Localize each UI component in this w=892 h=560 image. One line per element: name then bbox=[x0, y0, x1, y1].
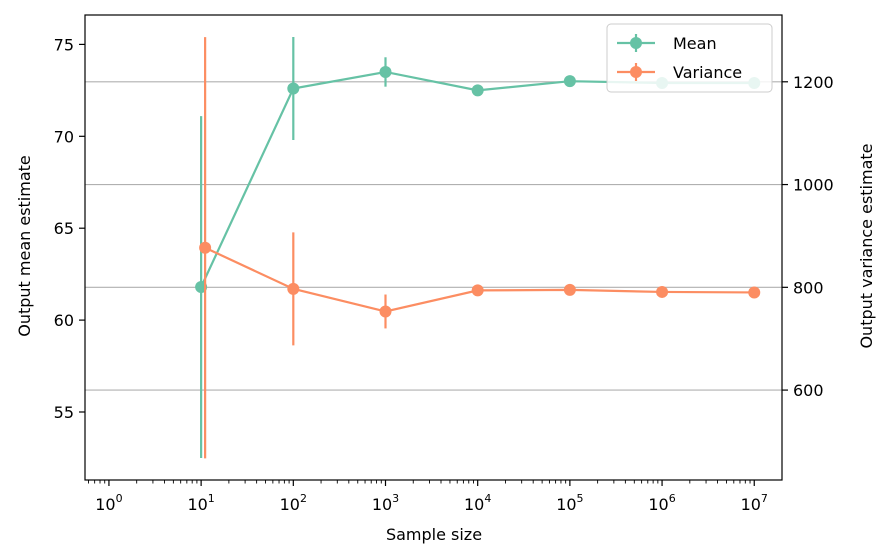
data-point bbox=[287, 82, 300, 95]
x-tick-label: 106 bbox=[648, 492, 675, 514]
legend: Mean Variance bbox=[606, 23, 773, 93]
data-point bbox=[563, 283, 576, 296]
x-tick-label: 101 bbox=[187, 492, 214, 514]
x-tick-label: 104 bbox=[464, 492, 491, 514]
y-right-tick-label: 1200 bbox=[793, 73, 834, 92]
data-point bbox=[471, 284, 484, 297]
plot-frame bbox=[84, 14, 783, 481]
series-mean bbox=[195, 37, 761, 458]
series-layer bbox=[195, 37, 761, 459]
x-tick-label: 105 bbox=[556, 492, 583, 514]
y-right-tick-label: 600 bbox=[793, 381, 824, 400]
legend-label: Mean bbox=[673, 34, 717, 53]
data-point bbox=[748, 286, 761, 299]
y-left-axis-label: Output mean estimate bbox=[15, 155, 34, 337]
y-left-axis: 55 60 65 70 75 bbox=[54, 35, 85, 422]
series-variance bbox=[199, 37, 761, 459]
x-axis: 100 101 102 103 104 105 106 107 bbox=[88, 480, 768, 514]
y-right-axis-label: Output variance estimate bbox=[857, 143, 876, 348]
data-point bbox=[379, 305, 392, 318]
data-point bbox=[287, 282, 300, 295]
y-left-tick-label: 75 bbox=[54, 35, 74, 54]
x-tick-label: 102 bbox=[280, 492, 307, 514]
y-right-axis: 600 800 1000 1200 bbox=[782, 73, 834, 400]
data-point bbox=[563, 75, 576, 88]
y-left-tick-label: 65 bbox=[54, 219, 74, 238]
series-line bbox=[204, 246, 755, 313]
y-left-tick-label: 60 bbox=[54, 311, 74, 330]
data-point bbox=[656, 285, 669, 298]
legend-label: Variance bbox=[673, 63, 742, 82]
y-right-tick-label: 800 bbox=[793, 278, 824, 297]
legend-marker bbox=[630, 37, 642, 49]
data-point bbox=[379, 65, 392, 78]
x-tick-label: 100 bbox=[95, 492, 122, 514]
series-line bbox=[200, 70, 755, 288]
x-tick-label: 107 bbox=[741, 492, 768, 514]
y-left-tick-label: 55 bbox=[54, 403, 74, 422]
legend-box bbox=[606, 23, 773, 93]
data-point bbox=[471, 84, 484, 97]
y-left-tick-label: 70 bbox=[54, 127, 74, 146]
x-tick-label: 103 bbox=[372, 492, 399, 514]
data-point bbox=[199, 241, 212, 254]
gridlines bbox=[85, 81, 782, 391]
y-right-tick-label: 1000 bbox=[793, 176, 834, 195]
x-axis-label: Sample size bbox=[386, 525, 482, 544]
legend-marker bbox=[630, 66, 642, 78]
